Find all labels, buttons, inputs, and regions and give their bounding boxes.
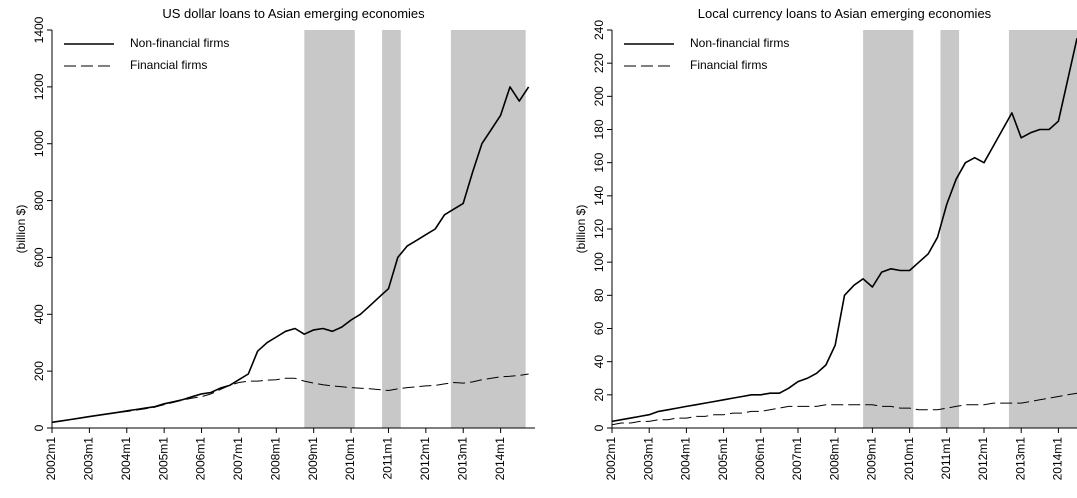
chart-title: US dollar loans to Asian emerging econom… (162, 6, 425, 21)
shaded-period (940, 30, 960, 428)
y-tick-label: 220 (592, 53, 606, 73)
panel: Local currency loans to Asian emerging e… (574, 6, 1077, 480)
y-axis-label: (billion $) (14, 205, 28, 254)
x-tick-label: 2012m1 (976, 437, 990, 481)
x-tick-label: 2003m1 (82, 437, 96, 481)
legend-label: Non-financial firms (130, 36, 229, 50)
y-tick-label: 800 (32, 190, 46, 210)
series-line (51, 86, 530, 424)
y-tick-label: 200 (592, 86, 606, 106)
shaded-period (304, 30, 355, 428)
y-tick-label: 140 (592, 186, 606, 206)
y-tick-label: 400 (32, 304, 46, 324)
y-tick-label: 1400 (32, 16, 46, 43)
x-tick-label: 2014m1 (493, 437, 507, 481)
y-tick-label: 20 (592, 388, 606, 402)
y-tick-label: 600 (32, 247, 46, 267)
x-tick-label: 2002m1 (44, 437, 58, 481)
x-tick-label: 2006m1 (194, 437, 208, 481)
y-axis-label: (billion $) (574, 205, 588, 254)
x-tick-label: 2011m1 (381, 437, 395, 480)
x-tick-label: 2007m1 (790, 437, 804, 481)
x-tick-label: 2007m1 (231, 437, 245, 481)
x-tick-label: 2013m1 (1013, 437, 1027, 481)
series-line (611, 38, 1077, 423)
y-tick-label: 40 (592, 355, 606, 369)
x-tick-label: 2003m1 (641, 437, 655, 481)
x-tick-label: 2002m1 (604, 437, 618, 481)
x-tick-label: 2009m1 (306, 437, 320, 481)
x-tick-label: 2008m1 (268, 437, 282, 481)
x-tick-label: 2005m1 (156, 437, 170, 481)
x-tick-label: 2010m1 (343, 437, 357, 481)
shaded-period (450, 30, 526, 428)
x-tick-label: 2013m1 (455, 437, 469, 481)
x-tick-label: 2014m1 (1051, 437, 1065, 481)
y-tick-label: 1000 (32, 130, 46, 157)
legend-label: Non-financial firms (690, 36, 789, 50)
chart-title: Local currency loans to Asian emerging e… (698, 6, 992, 21)
x-tick-label: 2011m1 (939, 437, 953, 480)
x-tick-label: 2005m1 (716, 437, 730, 481)
shaded-period (1008, 30, 1077, 428)
x-tick-label: 2004m1 (119, 437, 133, 481)
series-line (51, 373, 529, 423)
y-tick-label: 180 (592, 119, 606, 139)
y-tick-label: 0 (592, 424, 606, 431)
shaded-period (382, 30, 401, 428)
series-line (611, 392, 1077, 426)
y-tick-label: 100 (592, 252, 606, 272)
x-tick-label: 2010m1 (902, 437, 916, 481)
x-tick-label: 2009m1 (865, 437, 879, 481)
y-tick-label: 1200 (32, 73, 46, 100)
y-tick-label: 160 (592, 152, 606, 172)
y-tick-label: 0 (32, 424, 46, 431)
panel: US dollar loans to Asian emerging econom… (14, 6, 535, 480)
y-tick-label: 240 (592, 20, 606, 40)
legend-label: Financial firms (130, 58, 207, 72)
y-tick-label: 200 (32, 361, 46, 381)
legend-label: Financial firms (690, 58, 767, 72)
x-tick-label: 2008m1 (827, 437, 841, 481)
x-tick-label: 2012m1 (418, 437, 432, 481)
shaded-period (863, 30, 914, 428)
x-tick-label: 2006m1 (753, 437, 767, 481)
y-tick-label: 80 (592, 288, 606, 302)
y-tick-label: 120 (592, 219, 606, 239)
x-tick-label: 2004m1 (679, 437, 693, 481)
y-tick-label: 60 (592, 322, 606, 336)
